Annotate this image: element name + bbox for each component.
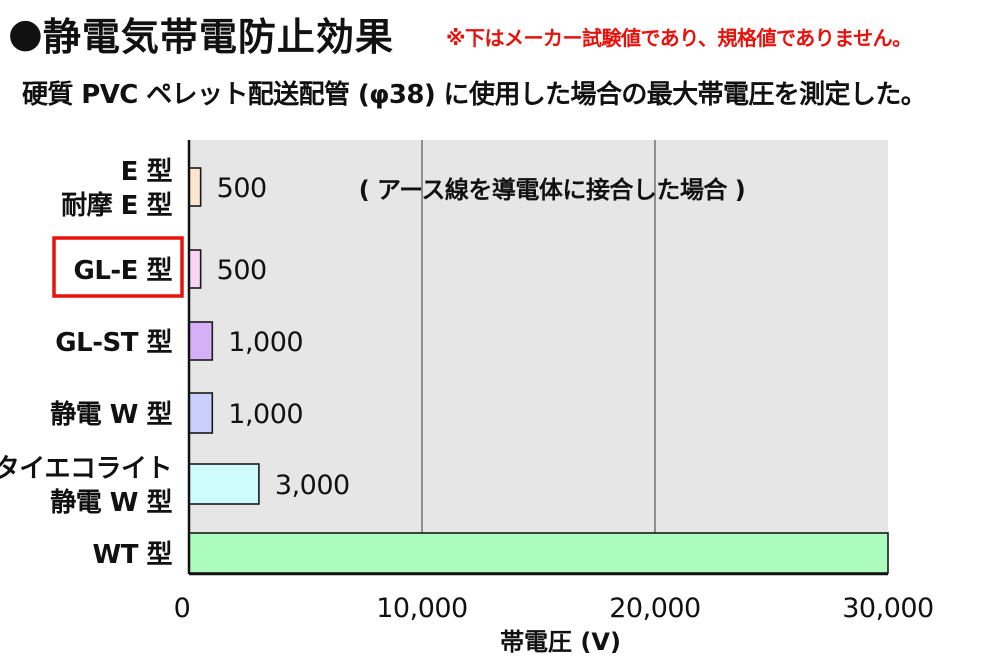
page-title: 静電気帯電防止効果 [42,15,394,59]
value-label: 500 [217,173,267,204]
bar [188,532,889,574]
bar [188,392,214,434]
title-row: ●静電気帯電防止効果 [8,6,394,61]
value-label: 1,000 [228,399,303,430]
x-tick-label: 10,000 [376,593,467,624]
bar [188,167,202,207]
value-label: 3,000 [275,470,350,501]
highlight-box [52,236,184,298]
bar [188,463,260,505]
x-tick-label: 0 [174,593,191,624]
value-label: 500 [217,255,267,286]
category-label: WT 型 [93,540,173,570]
bar [188,321,214,361]
category-label: 静電 W 型 [50,487,172,518]
category-label: タイエコライト [0,454,172,484]
value-label: 1,000 [228,327,303,358]
category-label: 静電 W 型 [50,399,172,430]
category-label: E 型 [121,157,173,187]
category-label: 耐摩 E 型 [61,190,172,221]
page-subtitle: 硬質 PVC ペレット配送配管 (φ38) に使用した場合の最大帯電圧を測定した… [22,80,927,110]
chart-annotation: ( アース線を導電体に接合した場合 ) [359,176,746,204]
title-bullet-icon: ● [8,10,43,57]
category-label: GL-ST 型 [55,328,172,358]
disclaimer-note: ※下はメーカー試験値であり、規格値でありません。 [446,26,912,50]
x-tick-label: 20,000 [609,593,700,624]
x-axis-title: 帯電圧 (V) [500,628,621,656]
plot-area [189,140,888,574]
bar [188,249,202,289]
category-label: GL-E 型 [73,256,172,286]
x-tick-label: 30,000 [842,593,933,624]
